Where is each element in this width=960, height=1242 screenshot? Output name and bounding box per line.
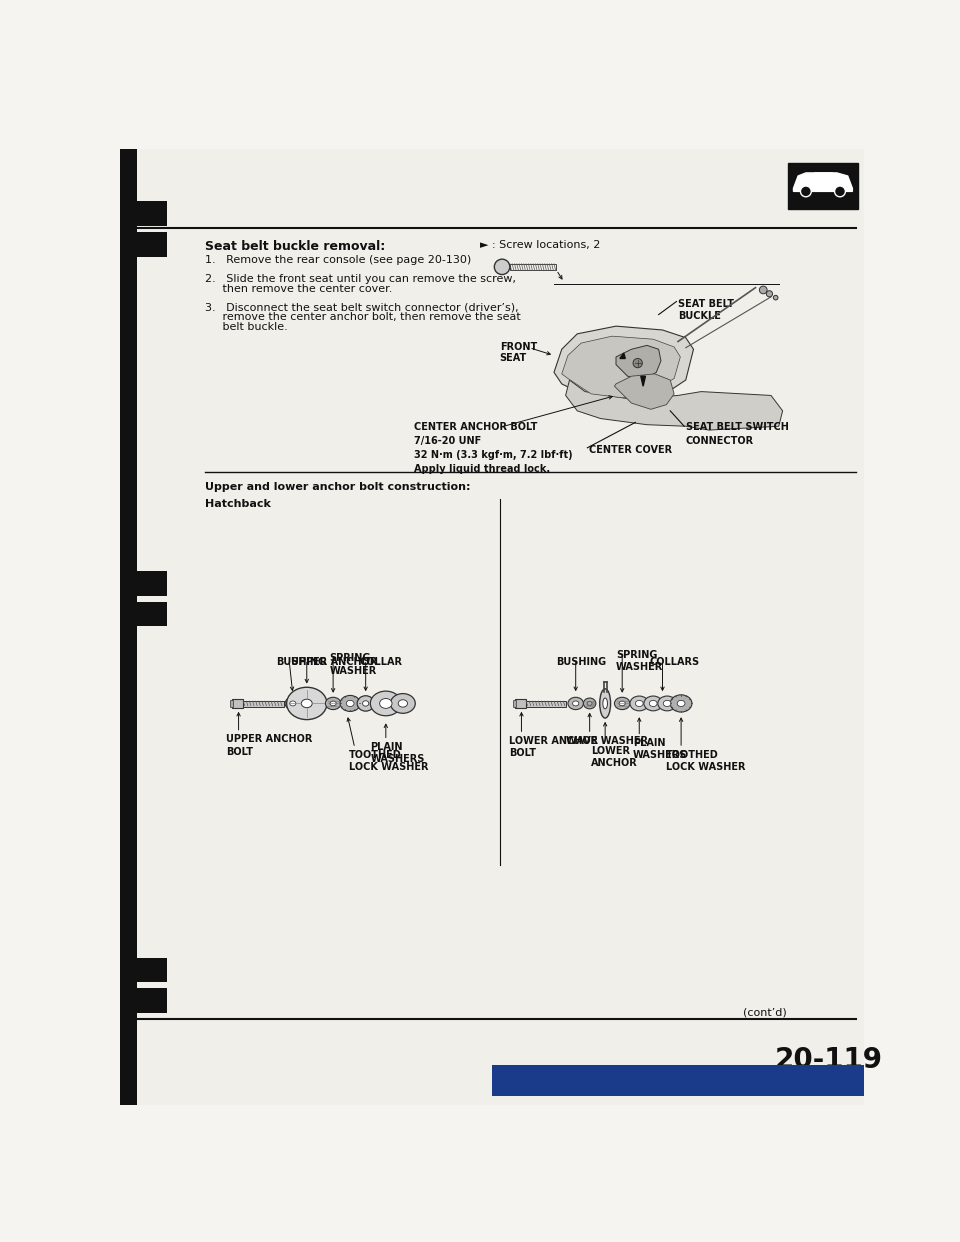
Bar [137,201,166,226]
Text: 2.   Slide the front seat until you can remove the screw,: 2. Slide the front seat until you can re… [205,273,516,283]
Ellipse shape [285,697,300,709]
Text: LOWER
ANCHOR: LOWER ANCHOR [591,745,638,769]
Text: ► : Screw locations, 2: ► : Screw locations, 2 [480,240,601,250]
Text: Hatchback: Hatchback [205,499,271,509]
Polygon shape [616,345,660,380]
Polygon shape [641,376,645,386]
Text: COLLAR: COLLAR [359,657,402,667]
Bar [788,163,858,209]
Ellipse shape [568,697,584,709]
Polygon shape [614,374,674,410]
Ellipse shape [363,700,369,707]
Bar [120,149,137,1105]
Ellipse shape [670,694,692,712]
Circle shape [834,186,846,196]
Ellipse shape [287,687,327,719]
Bar [137,571,166,596]
Ellipse shape [677,700,685,707]
Text: carmanualsонline.info: carmanualsонline.info [732,1076,856,1086]
Text: SEAT BELT SWITCH
CONNECTOR: SEAT BELT SWITCH CONNECTOR [685,422,788,446]
Ellipse shape [391,693,416,713]
Ellipse shape [584,698,596,709]
Ellipse shape [371,691,401,715]
Circle shape [494,260,510,274]
Text: WAVE WASHER: WAVE WASHER [566,735,648,745]
Circle shape [633,359,642,368]
Ellipse shape [649,700,657,707]
Bar [230,700,233,707]
Ellipse shape [330,702,336,705]
Ellipse shape [619,702,625,705]
Ellipse shape [644,696,662,710]
Text: LOWER ANCHOR
BOLT: LOWER ANCHOR BOLT [509,735,598,758]
Text: 1.   Remove the rear console (see page 20-130): 1. Remove the rear console (see page 20-… [205,256,471,266]
Text: SEAT BELT
BUCKLE: SEAT BELT BUCKLE [678,299,734,320]
Ellipse shape [301,699,312,708]
Bar [492,1066,864,1097]
Text: PLAIN
WASHERS: PLAIN WASHERS [371,741,424,764]
Text: UPPER ANCHOR
BOLT: UPPER ANCHOR BOLT [227,734,313,756]
Polygon shape [620,353,625,359]
Text: UPPER ANCHOR: UPPER ANCHOR [291,657,377,667]
Polygon shape [794,173,852,191]
Text: SPRING
WASHER: SPRING WASHER [329,653,376,676]
Text: COLLARS: COLLARS [649,657,700,667]
Circle shape [801,186,811,196]
Bar [513,700,516,707]
Bar [516,699,526,708]
Text: (cont’d): (cont’d) [743,1007,786,1017]
Text: SPRING
WASHER: SPRING WASHER [616,650,663,672]
Ellipse shape [325,697,341,709]
Bar [243,702,283,707]
Ellipse shape [572,700,579,705]
Text: FRONT
SEAT: FRONT SEAT [500,342,537,363]
Ellipse shape [340,696,360,712]
Circle shape [774,296,778,301]
Bar [137,232,166,257]
Ellipse shape [636,700,643,707]
Ellipse shape [603,698,608,709]
Ellipse shape [663,700,671,707]
Bar [510,263,557,270]
Ellipse shape [379,698,392,708]
Ellipse shape [614,697,630,709]
Polygon shape [554,327,693,404]
Bar [232,699,243,708]
Circle shape [759,286,767,294]
Text: PLAIN
WASHERS: PLAIN WASHERS [633,738,687,760]
Ellipse shape [630,696,649,710]
Bar [137,989,166,1013]
Circle shape [766,291,773,297]
Text: TOOTHED
LOCK WASHER: TOOTHED LOCK WASHER [665,750,745,773]
Bar [137,602,166,626]
Text: 3.   Disconnect the seat belt switch connector (driver’s),: 3. Disconnect the seat belt switch conne… [205,302,518,312]
Polygon shape [565,380,782,430]
Text: BUSHING: BUSHING [557,657,607,667]
Ellipse shape [290,700,296,705]
Text: TOOTHED
LOCK WASHER: TOOTHED LOCK WASHER [348,750,428,773]
Text: CENTER ANCHOR BOLT
7/16-20 UNF
32 N·m (3.3 kgf·m, 7.2 lbf·ft)
Apply liquid threa: CENTER ANCHOR BOLT 7/16-20 UNF 32 N·m (3… [415,422,573,474]
Ellipse shape [600,689,611,718]
Text: remove the center anchor bolt, then remove the seat: remove the center anchor bolt, then remo… [205,312,521,322]
Text: CENTER COVER: CENTER COVER [588,446,672,456]
Polygon shape [800,173,848,189]
Text: BUSHING: BUSHING [276,657,325,667]
Text: then remove the center cover.: then remove the center cover. [205,283,393,294]
Text: 20-119: 20-119 [775,1046,883,1074]
Ellipse shape [588,702,592,705]
Text: belt buckle.: belt buckle. [205,322,288,333]
Text: Upper and lower anchor bolt construction:: Upper and lower anchor bolt construction… [205,482,470,492]
Ellipse shape [658,696,677,710]
Polygon shape [562,337,681,397]
Ellipse shape [398,699,408,707]
Ellipse shape [347,700,354,707]
Ellipse shape [357,696,374,712]
Bar [137,958,166,982]
Bar [526,702,566,707]
Text: Seat belt buckle removal:: Seat belt buckle removal: [205,240,386,253]
